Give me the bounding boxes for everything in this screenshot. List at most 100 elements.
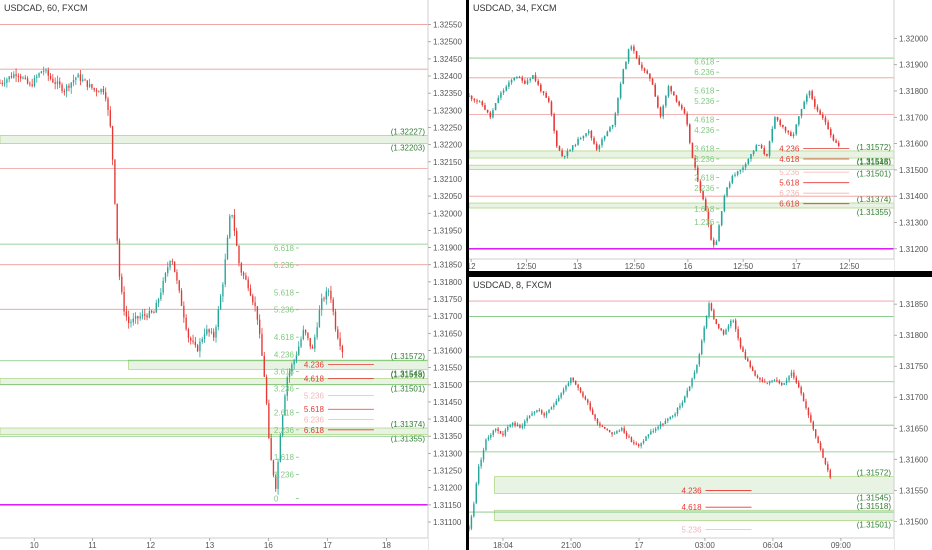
candle-body xyxy=(752,150,755,154)
candle-body xyxy=(318,310,321,328)
candle-body xyxy=(676,407,679,414)
y-tick-label: 1.32300 xyxy=(433,106,462,115)
candle-body xyxy=(783,383,785,385)
candle-body xyxy=(657,426,659,429)
candle-body xyxy=(236,230,238,246)
candle-body xyxy=(824,457,827,465)
panel-divider-horizontal[interactable] xyxy=(469,271,932,277)
candle-body xyxy=(469,95,470,97)
candle-body xyxy=(233,215,236,231)
candle-body xyxy=(531,413,533,416)
candle-body xyxy=(628,436,630,438)
chart-panel-60[interactable]: (1.32227) (1.32203) (1.31572) (1.31545) (1.3… xyxy=(0,0,466,550)
candle-body xyxy=(771,128,774,142)
fib-extension-label: 1.236 xyxy=(274,470,295,479)
zone-label: (1.31518) xyxy=(857,502,892,511)
panel-divider-vertical[interactable] xyxy=(466,0,469,550)
y-tick-label: 1.31600 xyxy=(899,140,928,149)
chart-panel-8[interactable]: (1.31572) (1.31545) (1.31518) (1.31501) 4.23… xyxy=(469,277,932,550)
candle-body xyxy=(646,70,649,74)
candle-body xyxy=(532,75,534,79)
candle-body xyxy=(476,100,478,102)
fib-extension-label: 4.618 xyxy=(682,503,703,512)
candle-body xyxy=(707,210,710,225)
candle-body xyxy=(521,77,523,81)
candle-body xyxy=(61,84,63,91)
candle-body xyxy=(116,203,118,241)
candle-body xyxy=(548,97,550,102)
candle-body xyxy=(744,351,747,359)
candle-body xyxy=(808,91,811,96)
candle-body xyxy=(561,150,563,157)
candle-body xyxy=(718,323,720,329)
fib-extension-label: 6.618 xyxy=(694,58,715,67)
candle-body xyxy=(178,280,180,291)
candle-body xyxy=(829,470,831,478)
candle-body xyxy=(800,387,802,394)
candle-body xyxy=(516,77,518,79)
fib-extension-label: 5.618 xyxy=(694,87,715,96)
candle-body xyxy=(249,288,252,296)
candle-body xyxy=(816,106,819,111)
candle-body xyxy=(827,464,829,471)
candle-body xyxy=(563,155,566,157)
candle-body xyxy=(720,328,722,331)
candle-body xyxy=(701,340,703,355)
candle-body xyxy=(215,326,217,338)
candle-body xyxy=(487,437,490,440)
fib-extension-label: 5.236 xyxy=(682,526,703,535)
candle-body xyxy=(171,261,174,263)
candle-body xyxy=(210,331,213,333)
candle-body xyxy=(217,309,219,327)
candle-body xyxy=(587,399,589,403)
candle-body xyxy=(19,76,22,79)
candle-body xyxy=(536,410,538,413)
candle-body xyxy=(185,317,187,330)
candle-body xyxy=(819,110,821,115)
candle-body xyxy=(704,199,707,211)
candle-body xyxy=(742,347,744,352)
candle-body xyxy=(132,318,134,323)
zone-label: (1.31518) xyxy=(391,371,426,380)
fib-extension-label: 5.236 xyxy=(694,97,715,106)
y-tick-label: 1.31200 xyxy=(433,484,462,493)
candle-body xyxy=(141,314,144,317)
chart-8-svg[interactable]: (1.31572) (1.31545)(1.31518) (1.31501) 4.23… xyxy=(469,277,932,550)
candle-body xyxy=(768,141,771,156)
candle-body xyxy=(550,101,553,115)
y-tick-label: 1.31900 xyxy=(433,244,462,253)
candle-body xyxy=(686,113,688,125)
candle-body xyxy=(787,130,790,133)
candle-body xyxy=(623,428,625,433)
x-tick-label: 12 xyxy=(469,262,476,271)
candle-body xyxy=(304,329,307,333)
fib-extension-label: 0 xyxy=(274,494,279,503)
x-tick-label: 11 xyxy=(88,541,97,550)
candle-body xyxy=(98,91,100,93)
fib-extension-label: 4.618 xyxy=(274,333,295,342)
candle-body xyxy=(664,420,667,425)
y-tick-label: 1.31800 xyxy=(433,278,462,287)
candle-body xyxy=(265,376,268,404)
fib-extension-label: 5.618 xyxy=(274,289,295,298)
candle-body xyxy=(509,424,511,427)
candle-body xyxy=(47,70,49,76)
chart-34-svg[interactable]: (1.31572) (1.31545)(1.31518) (1.31501) (1.3… xyxy=(469,0,932,271)
candle-body xyxy=(675,95,678,102)
candle-body xyxy=(579,387,582,393)
candle-body xyxy=(699,181,702,192)
candle-body xyxy=(513,77,516,80)
candle-body xyxy=(673,91,675,96)
y-tick-label: 1.32000 xyxy=(899,34,928,43)
candle-body xyxy=(837,142,840,146)
candle-body xyxy=(601,139,603,146)
chart-panel-34[interactable]: (1.31572) (1.31545) (1.31518) (1.31501) (1.3… xyxy=(469,0,932,271)
candle-body xyxy=(582,135,585,139)
candle-body xyxy=(630,46,633,50)
candle-body xyxy=(756,375,759,378)
candle-body xyxy=(744,164,747,168)
candle-body xyxy=(750,153,752,159)
fib-extension-label: 3.236 xyxy=(694,155,715,164)
candle-body xyxy=(747,358,749,362)
chart-60-svg[interactable]: (1.32227)(1.32203)(1.31572)(1.31545)(1.3… xyxy=(0,0,466,550)
